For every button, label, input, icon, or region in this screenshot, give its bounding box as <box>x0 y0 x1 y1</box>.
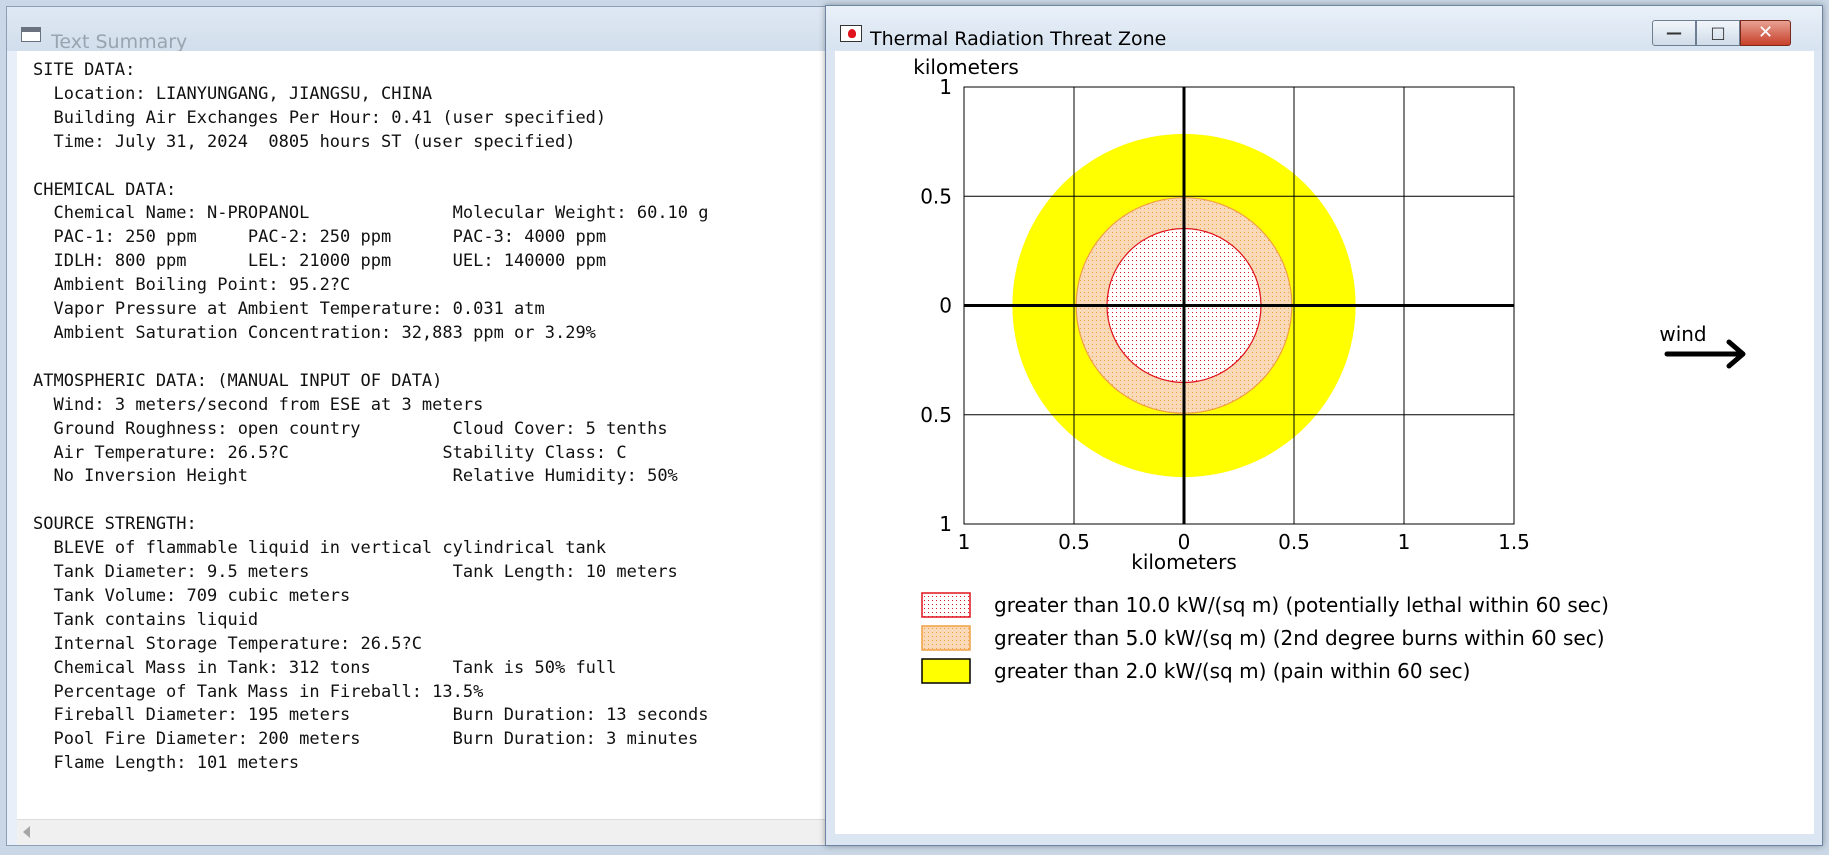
threat-zone-app-icon <box>840 25 862 42</box>
report-line: Flame Length: 101 meters <box>33 753 300 774</box>
x-tick-label: 0.5 <box>1278 530 1310 554</box>
report-line: Time: July 31, 2024 0805 hours ST (user … <box>33 131 576 152</box>
x-tick-label: 1.5 <box>1498 530 1530 554</box>
wind-label: wind <box>1659 322 1706 346</box>
report-line: Tank Volume: 709 cubic meters <box>33 585 351 606</box>
report-line: Location: LIANYUNGANG, JIANGSU, CHINA <box>33 83 433 104</box>
x-axis-label: kilometers <box>1131 550 1237 574</box>
x-tick-label: 1 <box>958 530 971 554</box>
y-tick-label: 1 <box>939 75 952 99</box>
report-line: Vapor Pressure at Ambient Temperature: 0… <box>33 299 545 320</box>
report-line: Chemical Mass in Tank: 312 tons Tank is … <box>33 657 617 678</box>
report-line: No Inversion Height Relative Humidity: 5… <box>33 466 678 487</box>
y-tick-label: 1 <box>939 512 952 536</box>
report-line: PAC-1: 250 ppm PAC-2: 250 ppm PAC-3: 400… <box>33 227 607 248</box>
legend-swatch-red <box>921 592 971 618</box>
x-tick-label: 0 <box>1178 530 1191 554</box>
text-summary-title: Text Summary <box>51 31 188 53</box>
report-line: Air Temperature: 26.5?C Stability Class:… <box>33 442 627 463</box>
text-summary-report: SITE DATA: Location: LIANYUNGANG, JIANGS… <box>17 51 837 776</box>
plot-frame <box>963 86 1515 525</box>
report-line: Ambient Boiling Point: 95.2?C <box>33 275 351 296</box>
report-line: Chemical Name: N-PROPANOL Molecular Weig… <box>33 203 709 224</box>
y-tick-label: 0.5 <box>920 403 952 427</box>
scroll-left-arrow-icon[interactable] <box>23 826 30 838</box>
legend-label-red: greater than 10.0 kW/(sq m) (potentially… <box>994 593 1609 617</box>
threat-zone-chart: 1 0.5 0 0.5 1 1.510.500.51kilometerskilometer… <box>913 55 1746 684</box>
x-tick-label: 1 <box>1398 530 1411 554</box>
close-button[interactable]: ✕ <box>1740 20 1791 46</box>
report-line: SOURCE STRENGTH: <box>33 514 197 535</box>
report-line: Wind: 3 meters/second from ESE at 3 mete… <box>33 394 484 415</box>
text-summary-window[interactable]: Text Summary SITE DATA: Location: LIANYU… <box>6 6 837 846</box>
threat-zone-title: Thermal Radiation Threat Zone <box>870 28 1167 50</box>
text-summary-titlebar[interactable]: Text Summary <box>7 7 835 53</box>
horizontal-scrollbar[interactable] <box>17 819 837 845</box>
report-line: Ground Roughness: open country Cloud Cov… <box>33 418 668 439</box>
report-line: Ambient Saturation Concentration: 32,883… <box>33 322 596 343</box>
y-axis-label: kilometers <box>913 55 1019 79</box>
maximize-icon: □ <box>1710 23 1726 42</box>
report-line: Fireball Diameter: 195 meters Burn Durat… <box>33 705 709 726</box>
report-line: CHEMICAL DATA: <box>33 179 177 200</box>
report-line: Pool Fire Diameter: 200 meters Burn Dura… <box>33 729 699 750</box>
legend-swatch-yellow <box>921 658 971 684</box>
threat-zone-plot-area: 1 0.5 0 0.5 1 1.5 1 0.5 0 0.5 1 kilometers kilometer… <box>835 51 1814 834</box>
report-line: SITE DATA: <box>33 60 136 80</box>
wind-arrow-icon <box>1664 339 1746 369</box>
legend-swatch-orange <box>921 625 971 651</box>
threat-zone-window[interactable]: Thermal Radiation Threat Zone — □ ✕ 1 0.5… <box>825 5 1823 846</box>
legend-label-orange: greater than 5.0 kW/(sq m) (2nd degree b… <box>994 626 1605 650</box>
y-tick-label: 0 <box>939 294 952 318</box>
legend-label-yellow: greater than 2.0 kW/(sq m) (pain within … <box>994 659 1470 683</box>
minimize-icon: — <box>1666 23 1682 42</box>
maximize-button[interactable]: □ <box>1696 20 1740 46</box>
minimize-button[interactable]: — <box>1652 20 1696 46</box>
close-icon: ✕ <box>1757 22 1774 43</box>
text-summary-content: SITE DATA: Location: LIANYUNGANG, JIANGS… <box>17 51 837 819</box>
threat-zone-titlebar[interactable]: Thermal Radiation Threat Zone — □ ✕ <box>826 6 1822 50</box>
y-tick-label: 0.5 <box>920 184 952 208</box>
report-line: Internal Storage Temperature: 26.5?C <box>33 633 422 654</box>
window-app-icon <box>21 27 41 42</box>
report-line: Building Air Exchanges Per Hour: 0.41 (u… <box>33 107 607 128</box>
report-line: Percentage of Tank Mass in Fireball: 13.… <box>33 681 484 702</box>
report-line: BLEVE of flammable liquid in vertical cy… <box>33 538 607 559</box>
report-line: IDLH: 800 ppm LEL: 21000 ppm UEL: 140000… <box>33 251 607 272</box>
report-line: Tank Diameter: 9.5 meters Tank Length: 1… <box>33 562 678 583</box>
x-tick-label: 0.5 <box>1058 530 1090 554</box>
report-line: ATMOSPHERIC DATA: (MANUAL INPUT OF DATA) <box>33 370 443 391</box>
report-line: Tank contains liquid <box>33 609 259 630</box>
